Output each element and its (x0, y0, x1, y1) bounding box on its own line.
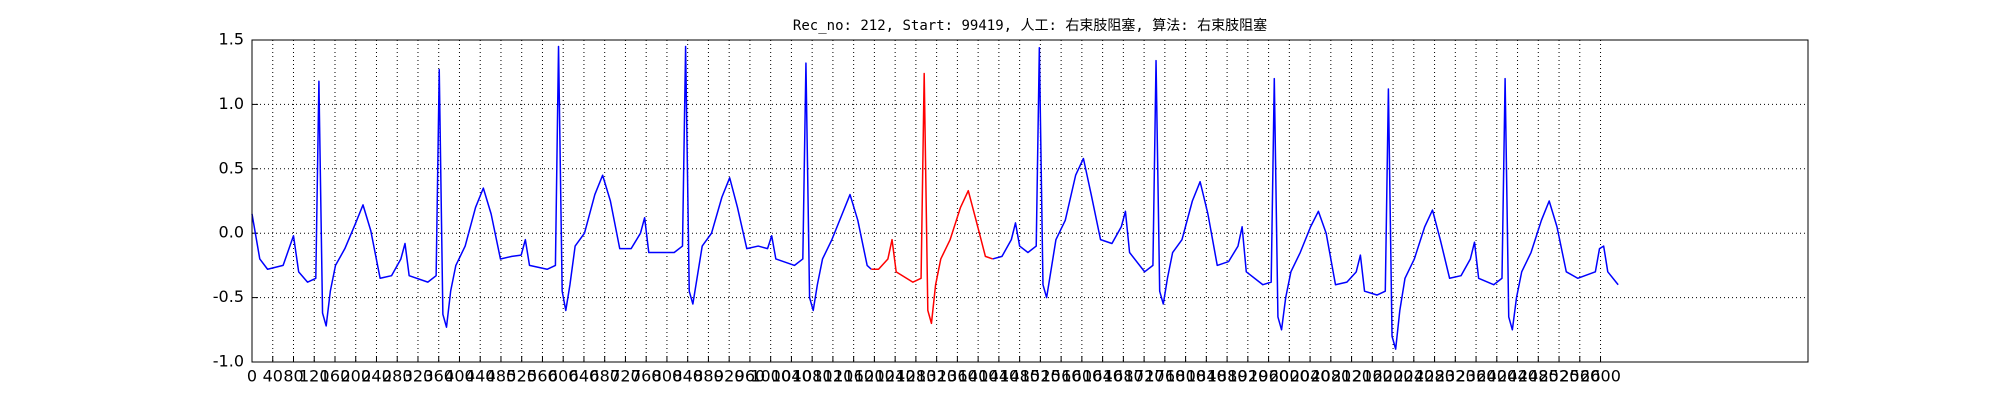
x-tick-label: 1360 (937, 367, 978, 386)
x-tick-label: 2320 (1435, 367, 1476, 386)
x-tick-label: 1240 (875, 367, 916, 386)
x-tick-label: 2040 (1290, 367, 1331, 386)
x-tick-label: 840 (672, 367, 703, 386)
x-tick-label: 560 (527, 367, 558, 386)
x-tick-label: 1560 (1041, 367, 1082, 386)
y-tick-label: -1.0 (213, 352, 244, 371)
x-tick-label: 1920 (1227, 367, 1268, 386)
x-tick-label: 1520 (1020, 367, 1061, 386)
x-tick-label: 1280 (896, 367, 937, 386)
x-tick-label: 1720 (1124, 367, 1165, 386)
x-tick-label: 2400 (1476, 367, 1517, 386)
x-tick-label: 40 (263, 367, 283, 386)
x-tick-label: 2160 (1352, 367, 1393, 386)
x-tick-label: 1120 (813, 367, 854, 386)
x-tick-label: 800 (652, 367, 683, 386)
x-tick-label: 1480 (999, 367, 1040, 386)
x-tick-label: 280 (382, 367, 413, 386)
x-tick-label: 0 (247, 367, 257, 386)
x-tick-label: 920 (714, 367, 745, 386)
x-tick-label: 1880 (1207, 367, 1248, 386)
x-tick-label: 160 (320, 367, 351, 386)
x-tick-label: 520 (506, 367, 537, 386)
y-tick-label: 1.5 (219, 30, 244, 49)
x-tick-label: 320 (403, 367, 434, 386)
y-tick-label: 0.0 (219, 223, 244, 242)
x-tick-label: 1080 (792, 367, 833, 386)
x-tick-label: 1160 (833, 367, 874, 386)
x-tick-label: 2480 (1518, 367, 1559, 386)
x-tick-label: 240 (361, 367, 392, 386)
x-tick-label: 1960 (1248, 367, 1289, 386)
chart-title: Rec_no: 212, Start: 99419, 人工: 右束肢阻塞, 算法… (793, 17, 1267, 34)
x-tick-label: 480 (486, 367, 517, 386)
x-tick-label: 1200 (854, 367, 895, 386)
x-tick-label: 680 (589, 367, 620, 386)
x-tick-label: 1320 (916, 367, 957, 386)
x-tick-label: 2600 (1580, 367, 1621, 386)
x-tick-label: 640 (569, 367, 600, 386)
x-tick-label: 1840 (1186, 367, 1227, 386)
x-tick-label: 2000 (1269, 367, 1310, 386)
x-tick-label: 2240 (1393, 367, 1434, 386)
plot-frame (251, 39, 1809, 363)
y-tick-label: 1.0 (219, 94, 244, 113)
x-tick-label: 1040 (771, 367, 812, 386)
x-tick-label: 2520 (1539, 367, 1580, 386)
x-tick-label: 2200 (1373, 367, 1414, 386)
x-tick-label: 1440 (979, 367, 1020, 386)
x-tick-label: 1640 (1082, 367, 1123, 386)
x-tick-label: 200 (340, 367, 371, 386)
x-tick-label: 1680 (1103, 367, 1144, 386)
x-tick-label: 1800 (1165, 367, 1206, 386)
ecg-line (251, 45, 1619, 350)
x-tick-label: 120 (299, 367, 330, 386)
x-tick-label: 600 (548, 367, 579, 386)
x-tick-label: 2280 (1414, 367, 1455, 386)
x-tick-label: 1400 (958, 367, 999, 386)
x-tick-label: 1600 (1062, 367, 1103, 386)
x-tick-label: 760 (631, 367, 662, 386)
y-tick-label: -0.5 (213, 287, 244, 306)
x-tick-label: 2560 (1559, 367, 1600, 386)
x-tick-label: 1000 (750, 367, 791, 386)
x-tick-label: 400 (444, 367, 475, 386)
x-tick-label: 2440 (1497, 367, 1538, 386)
x-tick-label: 1760 (1144, 367, 1185, 386)
x-tick-label: 720 (610, 367, 641, 386)
x-tick-label: 80 (283, 367, 303, 386)
x-tick-label: 2080 (1310, 367, 1351, 386)
x-tick-label: 440 (465, 367, 496, 386)
x-tick-label: 360 (423, 367, 454, 386)
x-tick-label: 960 (735, 367, 766, 386)
x-tick-label: 880 (693, 367, 724, 386)
y-tick-label: 0.5 (219, 158, 244, 177)
x-tick-label: 2120 (1331, 367, 1372, 386)
ecg-line (871, 72, 993, 325)
x-tick-label: 2360 (1456, 367, 1497, 386)
